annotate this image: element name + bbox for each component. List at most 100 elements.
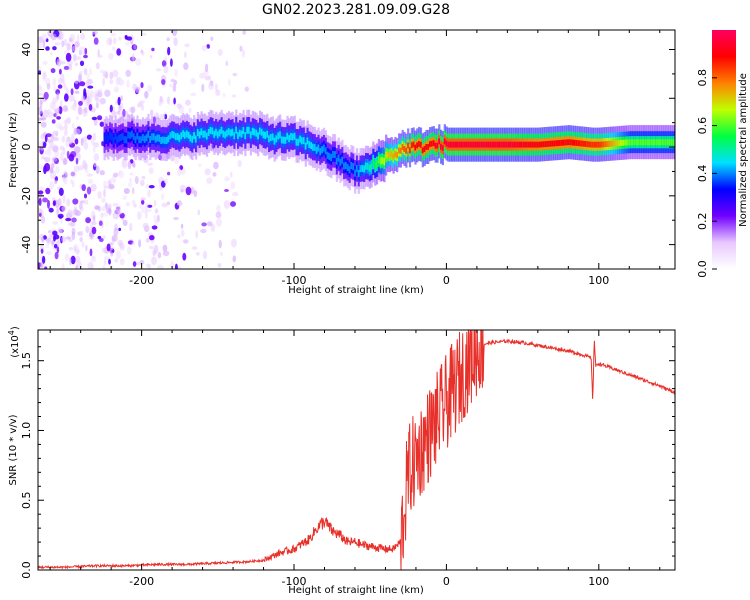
ridge-cell xyxy=(301,137,304,145)
ridge-cell xyxy=(154,135,157,143)
colorbar-tick-label-4: 0.8 xyxy=(696,69,709,87)
noise-speck-770 xyxy=(232,255,237,263)
ridge-cell xyxy=(163,136,167,144)
noise-speck-771 xyxy=(204,168,211,176)
noise-speck-42 xyxy=(223,200,230,209)
ridge-cell xyxy=(447,141,450,148)
ridge-cell xyxy=(483,141,487,148)
snr-y-tick-label-2: 1.0 xyxy=(20,422,33,440)
snr-y-tick-label-1: 0.5 xyxy=(20,491,33,509)
ridge-cell xyxy=(253,128,256,136)
ridge-cell xyxy=(407,142,410,149)
noise-speck-230 xyxy=(103,256,110,261)
noise-speck-2 xyxy=(72,54,77,62)
noise-speck-1282 xyxy=(90,257,96,263)
ridge-cell xyxy=(518,141,521,148)
noise-speck-609 xyxy=(83,68,88,76)
noise-speck-1077 xyxy=(170,260,175,269)
noise-speck-942 xyxy=(46,83,51,90)
noise-speck-1038 xyxy=(124,35,128,40)
ridge-cell xyxy=(591,141,594,148)
noise-speck-1189 xyxy=(218,239,222,249)
noise-speck-669 xyxy=(47,230,52,234)
noise-speck-804 xyxy=(57,227,63,235)
ridge-cell xyxy=(643,139,646,146)
noise-speck-1124 xyxy=(82,159,87,169)
snr-plot-area xyxy=(38,330,675,570)
colorbar-tick-label-0: 0.0 xyxy=(696,260,709,278)
noise-speck-986 xyxy=(94,205,100,211)
ridge-cell xyxy=(339,158,342,166)
spectrogram-y-tick-label-3: 20 xyxy=(20,91,33,105)
ridge-cell xyxy=(211,127,214,135)
noise-speck-808 xyxy=(215,89,221,96)
noise-speck-1323 xyxy=(56,61,61,67)
noise-speck-1210 xyxy=(112,69,119,78)
ridge-cell xyxy=(505,141,508,148)
ridge-cell xyxy=(326,151,329,159)
noise-speck-973 xyxy=(123,188,130,194)
ridge-cell xyxy=(286,132,289,140)
noise-speck-495 xyxy=(130,106,136,114)
noise-speck-95 xyxy=(56,122,63,129)
noise-speck-324 xyxy=(128,182,133,188)
ridge-cell xyxy=(557,140,560,147)
noise-speck-617 xyxy=(110,251,114,257)
ridge-cell xyxy=(319,148,322,156)
noise-speck-1288 xyxy=(38,197,42,206)
noise-speck-1099 xyxy=(48,207,54,213)
noise-speck-823 xyxy=(70,104,75,111)
noise-speck-568 xyxy=(171,30,178,37)
ridge-cell xyxy=(416,142,419,149)
noise-speck-557 xyxy=(125,41,130,46)
noise-speck-1278 xyxy=(141,50,145,56)
ridge-cell xyxy=(469,141,472,148)
noise-speck-194 xyxy=(40,121,47,128)
ridge-cell xyxy=(332,150,335,158)
ridge-cell xyxy=(593,141,596,148)
ridge-cell xyxy=(282,136,285,144)
noise-speck-655 xyxy=(230,238,237,248)
spectrogram-y-tick-label-1: -20 xyxy=(20,187,33,205)
ridge-cell xyxy=(220,126,223,134)
ridge-cell xyxy=(200,128,203,136)
noise-speck-673 xyxy=(85,217,91,224)
noise-speck-1030 xyxy=(47,199,50,209)
ridge-cell xyxy=(421,147,424,154)
noise-speck-994 xyxy=(67,209,73,218)
noise-speck-256 xyxy=(61,135,66,143)
snr-y-tick-label-3: 1.5 xyxy=(20,352,33,370)
noise-speck-1253 xyxy=(104,89,111,97)
ridge-cell xyxy=(430,140,434,147)
noise-speck-1318 xyxy=(91,221,97,226)
ridge-cell xyxy=(582,140,585,147)
noise-speck-491 xyxy=(56,92,60,101)
noise-speck-1267 xyxy=(151,47,155,52)
spectrogram-x-tick-label-0: -200 xyxy=(129,274,154,287)
ridge-cell xyxy=(313,143,316,151)
ridge-cell xyxy=(152,133,156,141)
ridge-cell xyxy=(516,141,519,148)
noise-speck-982 xyxy=(122,195,128,201)
ridge-cell xyxy=(666,139,669,146)
ridge-cell xyxy=(227,128,231,136)
noise-speck-160 xyxy=(230,201,236,207)
noise-speck-992 xyxy=(198,163,202,167)
noise-speck-1397 xyxy=(108,52,114,60)
noise-speck-1127 xyxy=(71,45,77,52)
noise-speck-1223 xyxy=(65,217,72,222)
ridge-cell xyxy=(244,132,247,140)
ridge-cell xyxy=(202,130,205,138)
noise-speck-1265 xyxy=(103,188,106,198)
noise-speck-968 xyxy=(205,63,209,73)
noise-speck-809 xyxy=(78,105,81,110)
ridge-cell xyxy=(321,146,324,154)
ridge-cell xyxy=(663,139,666,146)
noise-speck-896 xyxy=(42,197,48,203)
noise-speck-461 xyxy=(144,90,149,99)
ridge-cell xyxy=(588,141,591,148)
ridge-cell xyxy=(613,140,616,147)
noise-speck-1185 xyxy=(92,106,96,114)
ridge-cell xyxy=(350,162,353,169)
